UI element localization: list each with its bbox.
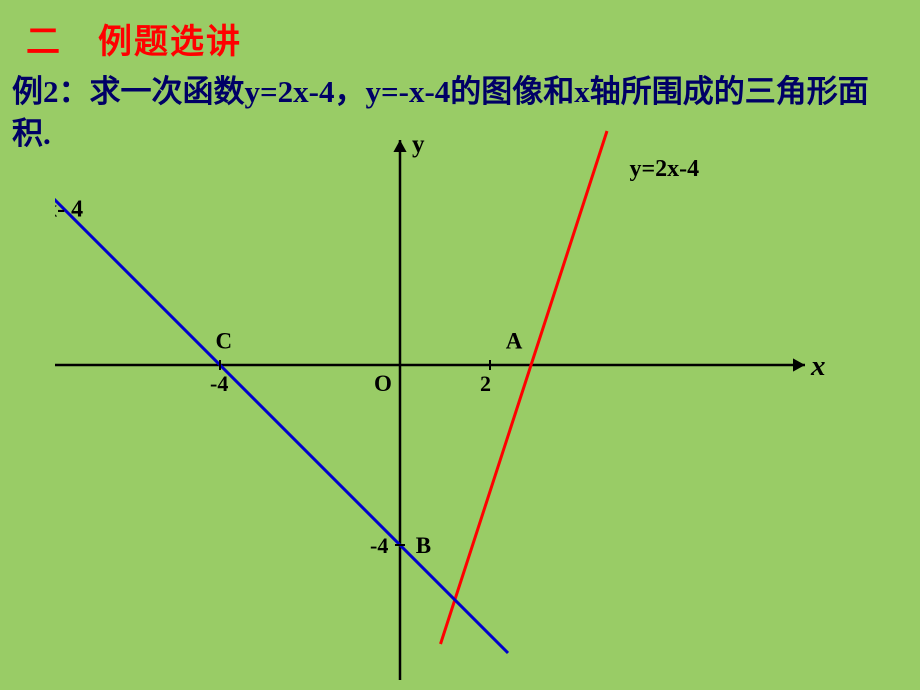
plot-line-y=-x-4	[55, 199, 508, 654]
x-axis-arrow	[793, 358, 805, 371]
line-label-y=-x-4: y= - x- 4	[55, 197, 83, 223]
x-tick-label: -4	[210, 371, 228, 396]
origin-label: O	[374, 371, 392, 396]
line-label-y=2x-4: y=2x-4	[630, 156, 700, 182]
coordinate-chart: y=2x-4 y= - x- 4 -4 2 -4 Ox y A B C	[55, 105, 835, 685]
section-title: 二 例题选讲	[26, 24, 242, 61]
plot-line-y=2x-4	[441, 131, 608, 644]
y-axis-label: y	[412, 131, 425, 158]
x-axis-label: x	[810, 350, 826, 382]
section-header: 二 例题选讲	[0, 0, 920, 67]
y-axis-arrow	[393, 140, 406, 152]
problem-prefix: 例2：	[12, 74, 90, 109]
y-tick-label: -4	[370, 533, 388, 558]
point-label-B: B	[416, 533, 431, 558]
x-tick-label: 2	[480, 371, 491, 396]
point-label-C: C	[216, 328, 233, 353]
point-label-A: A	[506, 328, 523, 353]
